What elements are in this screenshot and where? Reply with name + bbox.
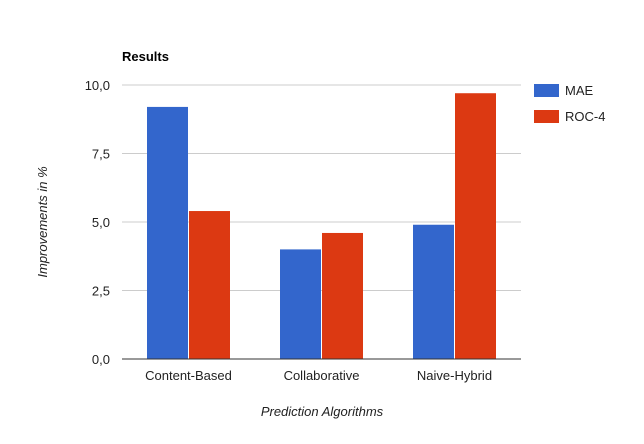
bar-roc-4 (322, 232, 363, 359)
chart-title: Results (122, 49, 169, 64)
bar-roc-4 (455, 93, 496, 359)
gridlines (122, 84, 521, 291)
x-tick-label: Collaborative (284, 368, 360, 383)
y-tick-label: 2,5 (92, 284, 110, 299)
legend-label: ROC-4 (565, 109, 605, 124)
legend-swatch (534, 84, 559, 97)
y-tick-labels: 0,0 2,5 5,0 7,5 10,0 (85, 78, 110, 367)
legend-swatch (534, 110, 559, 123)
x-tick-label: Naive-Hybrid (417, 368, 492, 383)
bar-mae (280, 249, 321, 359)
x-tick-label: Content-Based (145, 368, 232, 383)
y-tick-label: 0,0 (92, 352, 110, 367)
y-tick-label: 5,0 (92, 215, 110, 230)
bar-mae (147, 106, 188, 359)
x-axis-title: Prediction Algorithms (261, 404, 384, 419)
legend: MAE ROC-4 (534, 83, 605, 124)
y-tick-label: 10,0 (85, 78, 110, 93)
x-tick-labels: Content-Based Collaborative Naive-Hybrid (145, 368, 492, 383)
bar-roc-4 (189, 211, 230, 359)
legend-label: MAE (565, 83, 594, 98)
y-tick-label: 7,5 (92, 147, 110, 162)
y-axis-title: Improvements in % (35, 166, 50, 277)
bars (147, 93, 496, 359)
bar-mae (413, 224, 454, 359)
